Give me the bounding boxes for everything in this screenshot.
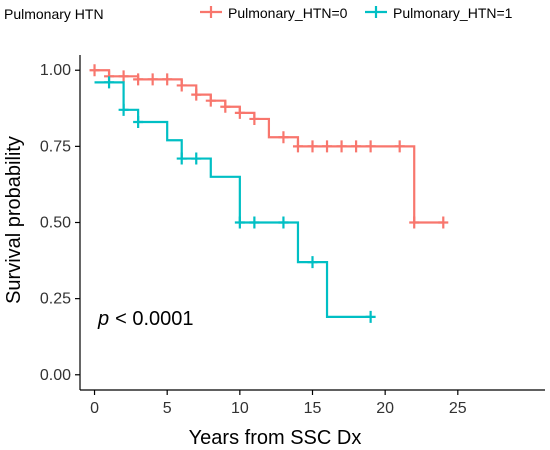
x-tick-label: 20 — [376, 400, 394, 417]
censor-mark — [234, 106, 245, 119]
p-value-annotation: p < 0.0001 — [97, 308, 194, 330]
censor-mark — [438, 216, 449, 229]
legend-label: Pulmonary_HTN=1 — [393, 5, 513, 21]
legend-item-Pulmonary_HTN=1: Pulmonary_HTN=1 — [365, 5, 513, 21]
censor-mark — [307, 140, 318, 153]
survival-curve-Pulmonary_HTN=0 — [94, 69, 444, 224]
x-tick-label: 5 — [163, 400, 172, 417]
x-axis-label: Years from SSC Dx — [189, 427, 362, 449]
series-layer — [89, 64, 449, 323]
y-tick-label: 0.50 — [40, 215, 71, 232]
axes: 0 5 10 15 20 25 0.00 0.25 0.50 0.75 1.00 — [40, 55, 545, 417]
censor-mark — [176, 79, 187, 92]
censor-mark — [234, 216, 245, 229]
censor-mark — [292, 140, 303, 153]
censor-mark — [394, 140, 405, 153]
censor-mark — [118, 103, 129, 116]
censor-mark — [278, 131, 289, 144]
censor-mark — [162, 73, 173, 86]
p-value-text: < 0.0001 — [115, 308, 193, 330]
censor-mark — [118, 70, 129, 83]
censor-mark — [133, 73, 144, 86]
censor-mark — [278, 216, 289, 229]
censor-mark — [133, 116, 144, 128]
legend-label: Pulmonary_HTN=0 — [228, 5, 348, 21]
y-tick-label: 0.75 — [40, 138, 71, 155]
legend-item-Pulmonary_HTN=0: Pulmonary_HTN=0 — [200, 5, 348, 21]
series-Pulmonary_HTN=1 — [94, 76, 376, 323]
censor-mark — [351, 140, 362, 153]
censor-mark — [365, 140, 376, 153]
censor-mark — [249, 112, 260, 125]
legend-title: Pulmonary HTN — [4, 6, 104, 22]
censor-mark — [365, 310, 376, 323]
censor-mark — [322, 140, 333, 153]
legend-entries: Pulmonary_HTN=0 Pulmonary_HTN=1 — [200, 5, 513, 21]
censor-mark — [249, 216, 260, 229]
censor-mark — [191, 152, 202, 165]
survival-curve-Pulmonary_HTN=1 — [94, 81, 371, 319]
censor-mark — [147, 73, 158, 86]
censor-mark — [89, 64, 100, 77]
x-tick-label: 10 — [231, 400, 249, 417]
censor-mark — [104, 76, 115, 89]
censor-mark — [409, 216, 420, 229]
legend: Pulmonary HTN Pulmonary_HTN=0 Pulmonary_H… — [4, 5, 513, 22]
censor-mark — [176, 152, 187, 165]
censor-mark — [205, 94, 216, 107]
x-tick-label: 15 — [304, 400, 322, 417]
censor-mark — [336, 140, 347, 153]
censor-mark — [191, 88, 202, 101]
x-tick-label: 0 — [90, 400, 99, 417]
annotation: p < 0.0001 — [97, 308, 194, 330]
censor-mark — [307, 256, 318, 269]
p-symbol: p — [97, 308, 109, 330]
y-tick-label: 0.00 — [40, 367, 71, 384]
y-tick-label: 1.00 — [40, 62, 71, 79]
x-tick-label: 25 — [449, 400, 467, 417]
y-tick-label: 0.25 — [40, 291, 71, 308]
series-Pulmonary_HTN=0 — [89, 64, 449, 229]
censor-mark — [220, 100, 231, 113]
y-axis-label: Survival probability — [3, 136, 25, 304]
